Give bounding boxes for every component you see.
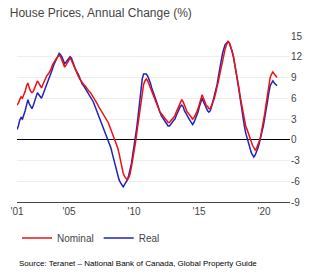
svg-text:0: 0 <box>291 134 297 145</box>
svg-text:-3: -3 <box>291 155 300 166</box>
svg-text:15: 15 <box>291 31 303 42</box>
svg-text:12: 12 <box>291 51 303 62</box>
svg-text:House Prices, Annual Change (%: House Prices, Annual Change (%) <box>10 6 192 20</box>
svg-text:9: 9 <box>291 72 297 83</box>
svg-text:Real: Real <box>139 233 160 244</box>
svg-text:'15: '15 <box>192 206 205 217</box>
svg-text:'20: '20 <box>257 206 270 217</box>
svg-text:'01: '01 <box>10 206 23 217</box>
svg-text:3: 3 <box>291 114 297 125</box>
svg-text:'05: '05 <box>62 206 75 217</box>
svg-text:Nominal: Nominal <box>57 233 94 244</box>
svg-text:Source: Teranet – National Ban: Source: Teranet – National Bank of Canad… <box>19 259 257 268</box>
svg-text:'10: '10 <box>127 206 140 217</box>
svg-text:-6: -6 <box>291 176 300 187</box>
svg-text:6: 6 <box>291 93 297 104</box>
svg-text:-9: -9 <box>291 197 300 208</box>
